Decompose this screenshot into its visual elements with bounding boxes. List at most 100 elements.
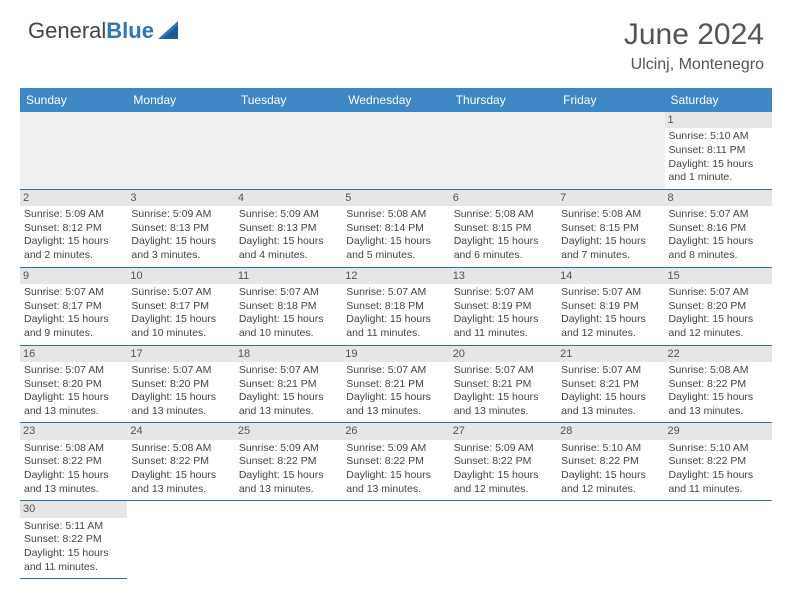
cell-daylight1: Daylight: 15 hours (346, 391, 445, 405)
cell-sunrise: Sunrise: 5:08 AM (561, 208, 660, 222)
day-number: 26 (342, 423, 449, 439)
cell-daylight2: and 7 minutes. (561, 249, 660, 263)
cell-daylight2: and 11 minutes. (24, 561, 123, 575)
calendar-row: 2Sunrise: 5:09 AMSunset: 8:12 PMDaylight… (20, 189, 772, 267)
cell-sunrise: Sunrise: 5:10 AM (669, 442, 768, 456)
calendar-cell: 25Sunrise: 5:09 AMSunset: 8:22 PMDayligh… (235, 423, 342, 501)
cell-daylight1: Daylight: 15 hours (561, 469, 660, 483)
day-number: 2 (20, 190, 127, 206)
calendar-cell: 24Sunrise: 5:08 AMSunset: 8:22 PMDayligh… (127, 423, 234, 501)
cell-daylight2: and 13 minutes. (346, 483, 445, 497)
calendar-cell: 20Sunrise: 5:07 AMSunset: 8:21 PMDayligh… (450, 345, 557, 423)
cell-daylight1: Daylight: 15 hours (239, 469, 338, 483)
day-number: 24 (127, 423, 234, 439)
cell-sunset: Sunset: 8:21 PM (239, 378, 338, 392)
cell-sunrise: Sunrise: 5:09 AM (454, 442, 553, 456)
calendar-cell-blank (235, 112, 342, 189)
cell-sunset: Sunset: 8:18 PM (346, 300, 445, 314)
cell-sunset: Sunset: 8:20 PM (669, 300, 768, 314)
cell-sunrise: Sunrise: 5:09 AM (239, 442, 338, 456)
calendar-cell: 19Sunrise: 5:07 AMSunset: 8:21 PMDayligh… (342, 345, 449, 423)
cell-daylight1: Daylight: 15 hours (131, 313, 230, 327)
location-title: Ulcinj, Montenegro (624, 56, 764, 74)
cell-sunset: Sunset: 8:11 PM (669, 144, 768, 158)
cell-daylight2: and 5 minutes. (346, 249, 445, 263)
day-number: 9 (20, 268, 127, 284)
cell-daylight1: Daylight: 15 hours (669, 235, 768, 249)
cell-daylight2: and 13 minutes. (131, 405, 230, 419)
calendar-cell-blank (557, 112, 664, 189)
weekday-header: Friday (557, 88, 664, 112)
day-number: 27 (450, 423, 557, 439)
weekday-header: Monday (127, 88, 234, 112)
cell-sunset: Sunset: 8:22 PM (454, 455, 553, 469)
calendar-cell: 21Sunrise: 5:07 AMSunset: 8:21 PMDayligh… (557, 345, 664, 423)
cell-sunset: Sunset: 8:18 PM (239, 300, 338, 314)
day-number: 12 (342, 268, 449, 284)
cell-daylight2: and 12 minutes. (454, 483, 553, 497)
cell-daylight2: and 9 minutes. (24, 327, 123, 341)
cell-daylight1: Daylight: 15 hours (24, 391, 123, 405)
weekday-header: Sunday (20, 88, 127, 112)
calendar-cell: 22Sunrise: 5:08 AMSunset: 8:22 PMDayligh… (665, 345, 772, 423)
cell-daylight2: and 1 minute. (669, 171, 768, 185)
day-number: 7 (557, 190, 664, 206)
cell-sunrise: Sunrise: 5:07 AM (239, 364, 338, 378)
cell-daylight2: and 11 minutes. (454, 327, 553, 341)
cell-daylight2: and 12 minutes. (561, 327, 660, 341)
cell-sunset: Sunset: 8:21 PM (454, 378, 553, 392)
cell-sunrise: Sunrise: 5:07 AM (454, 286, 553, 300)
cell-daylight1: Daylight: 15 hours (239, 313, 338, 327)
calendar-cell: 4Sunrise: 5:09 AMSunset: 8:13 PMDaylight… (235, 189, 342, 267)
cell-daylight1: Daylight: 15 hours (346, 469, 445, 483)
cell-sunrise: Sunrise: 5:07 AM (24, 364, 123, 378)
day-number: 23 (20, 423, 127, 439)
day-number: 17 (127, 346, 234, 362)
cell-daylight1: Daylight: 15 hours (454, 235, 553, 249)
cell-sunset: Sunset: 8:19 PM (561, 300, 660, 314)
cell-daylight2: and 6 minutes. (454, 249, 553, 263)
cell-daylight2: and 13 minutes. (561, 405, 660, 419)
cell-daylight1: Daylight: 15 hours (346, 235, 445, 249)
cell-sunset: Sunset: 8:22 PM (669, 378, 768, 392)
day-number: 3 (127, 190, 234, 206)
logo: GeneralBlue (28, 18, 184, 44)
cell-sunset: Sunset: 8:21 PM (561, 378, 660, 392)
weekday-header: Saturday (665, 88, 772, 112)
calendar-cell-blank (342, 112, 449, 189)
cell-sunset: Sunset: 8:22 PM (131, 455, 230, 469)
calendar-cell: 8Sunrise: 5:07 AMSunset: 8:16 PMDaylight… (665, 189, 772, 267)
cell-sunrise: Sunrise: 5:08 AM (131, 442, 230, 456)
cell-sunset: Sunset: 8:21 PM (346, 378, 445, 392)
day-number: 5 (342, 190, 449, 206)
cell-daylight1: Daylight: 15 hours (454, 313, 553, 327)
calendar-cell: 26Sunrise: 5:09 AMSunset: 8:22 PMDayligh… (342, 423, 449, 501)
day-number: 20 (450, 346, 557, 362)
day-number: 25 (235, 423, 342, 439)
cell-daylight1: Daylight: 15 hours (561, 313, 660, 327)
cell-daylight1: Daylight: 15 hours (24, 547, 123, 561)
cell-sunrise: Sunrise: 5:07 AM (561, 286, 660, 300)
calendar-cell: 11Sunrise: 5:07 AMSunset: 8:18 PMDayligh… (235, 267, 342, 345)
cell-sunset: Sunset: 8:16 PM (669, 222, 768, 236)
cell-sunset: Sunset: 8:22 PM (669, 455, 768, 469)
cell-sunset: Sunset: 8:15 PM (454, 222, 553, 236)
month-title: June 2024 (624, 18, 764, 52)
cell-daylight1: Daylight: 15 hours (24, 313, 123, 327)
cell-daylight2: and 13 minutes. (131, 483, 230, 497)
calendar-cell: 15Sunrise: 5:07 AMSunset: 8:20 PMDayligh… (665, 267, 772, 345)
cell-daylight2: and 13 minutes. (239, 483, 338, 497)
cell-sunset: Sunset: 8:22 PM (24, 533, 123, 547)
day-number: 4 (235, 190, 342, 206)
cell-daylight2: and 2 minutes. (24, 249, 123, 263)
cell-daylight2: and 11 minutes. (669, 483, 768, 497)
cell-sunrise: Sunrise: 5:07 AM (346, 364, 445, 378)
cell-sunset: Sunset: 8:14 PM (346, 222, 445, 236)
cell-sunset: Sunset: 8:15 PM (561, 222, 660, 236)
cell-daylight1: Daylight: 15 hours (24, 469, 123, 483)
cell-daylight2: and 12 minutes. (561, 483, 660, 497)
cell-daylight2: and 12 minutes. (669, 327, 768, 341)
logo-text-1: General (28, 18, 106, 44)
cell-daylight1: Daylight: 15 hours (239, 391, 338, 405)
cell-sunrise: Sunrise: 5:08 AM (24, 442, 123, 456)
